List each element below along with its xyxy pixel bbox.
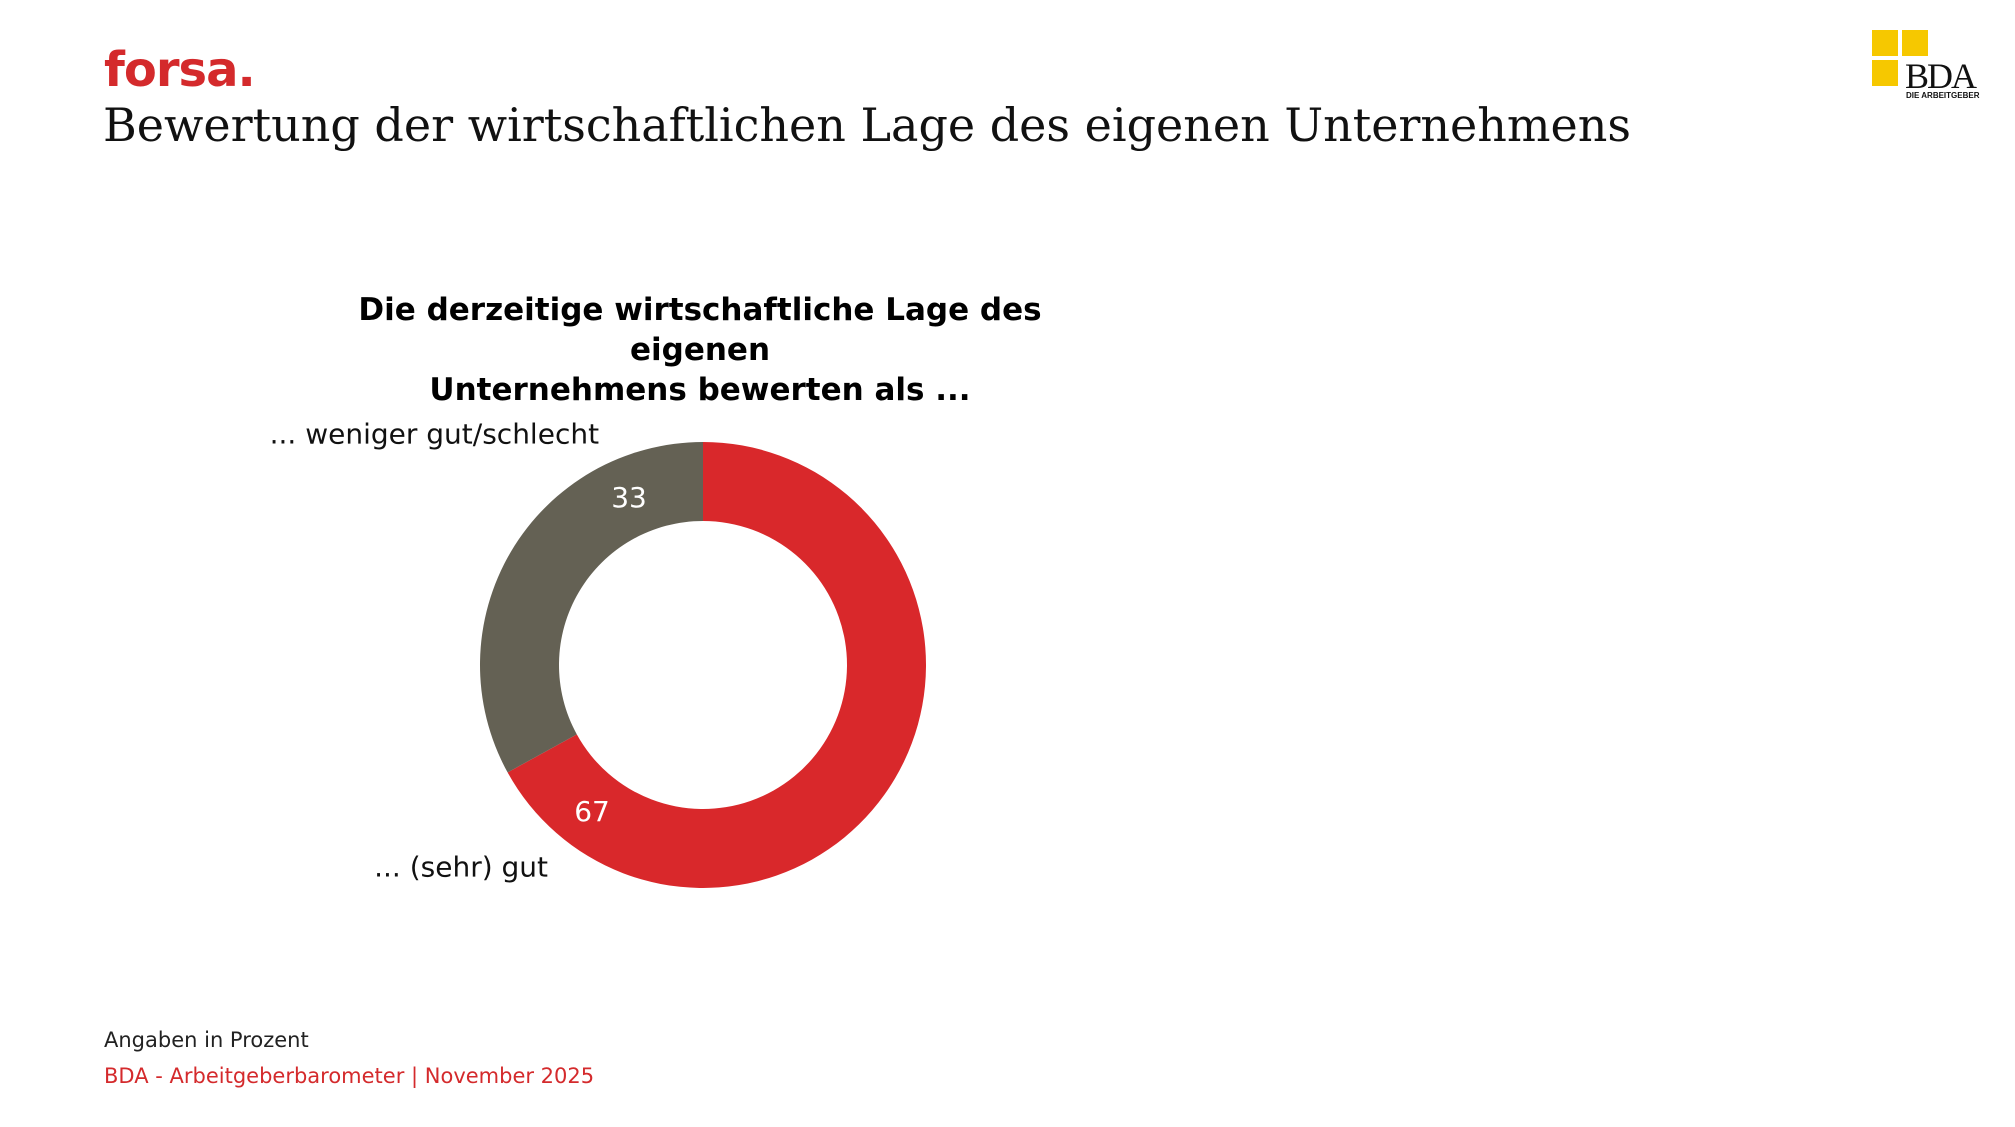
donut-slice-1: [479, 442, 703, 773]
logo-text: BDA: [1905, 56, 1977, 96]
logo-square-icon: [1902, 30, 1928, 56]
logo-square-icon: [1872, 60, 1898, 86]
footer-source: BDA - Arbeitgeberbarometer | November 20…: [104, 1064, 595, 1088]
donut-value-label: 67: [574, 795, 610, 828]
donut-category-label: ... (sehr) gut: [374, 851, 548, 884]
bda-logo: BDA DIE ARBEITGEBER: [1872, 30, 1982, 102]
logo-subtext: DIE ARBEITGEBER: [1906, 91, 1980, 100]
page-title: Bewertung der wirtschaftlichen Lage des …: [103, 98, 1631, 152]
chart-title-line: Die derzeitige wirtschaftliche Lage des …: [358, 292, 1042, 368]
footer-note: Angaben in Prozent: [104, 1028, 309, 1052]
donut-category-label: ... weniger gut/schlecht: [270, 417, 599, 450]
chart-title: Die derzeitige wirtschaftliche Lage des …: [300, 290, 1100, 410]
donut-slice-0: [507, 442, 927, 888]
donut-value-label: 33: [611, 481, 647, 514]
chart-title-line: Unternehmens bewerten als ...: [429, 372, 971, 408]
logo-square-icon: [1872, 30, 1898, 56]
forsa-logo: forsa.: [104, 42, 256, 98]
